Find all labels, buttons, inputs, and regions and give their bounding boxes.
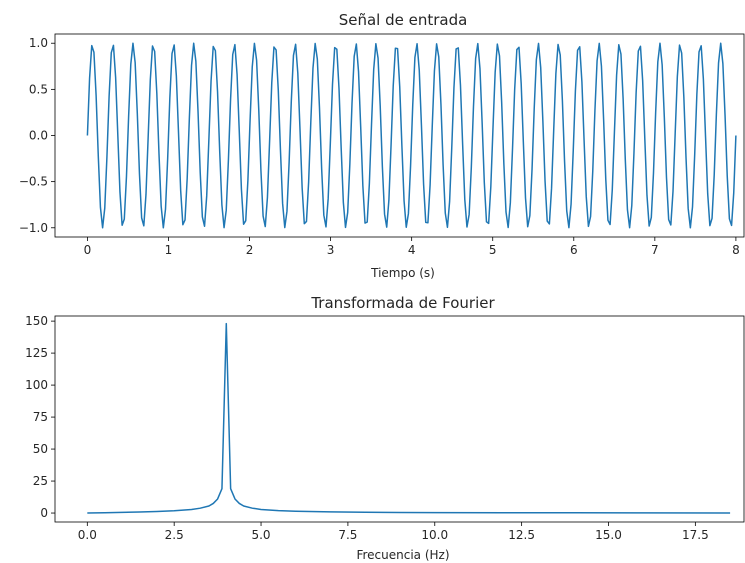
signal-y-tick-label: 1.0 <box>29 36 48 50</box>
fourier-title: Transformada de Fourier <box>310 294 495 312</box>
fourier-y-tick-label: 0 <box>40 506 48 520</box>
signal-plot-area <box>86 42 737 229</box>
fourier-x-axis-label: Frecuencia (Hz) <box>356 548 449 562</box>
signal-x-axis-label: Tiempo (s) <box>370 266 435 280</box>
signal-x-tick-label: 0 <box>84 243 92 257</box>
signal-y-tick-label: 0.0 <box>29 129 48 143</box>
fourier-x-tick-label: 15.0 <box>595 528 622 542</box>
signal-x-ticks: 0 1 2 3 4 5 6 7 8 <box>84 237 740 257</box>
signal-x-tick-label: 1 <box>165 243 173 257</box>
fourier-y-tick-label: 50 <box>33 442 48 456</box>
fourier-x-tick-label: 0.0 <box>78 528 97 542</box>
signal-y-ticks: 1.0 0.5 0.0 −0.5 −1.0 <box>19 36 55 235</box>
fourier-y-tick-label: 75 <box>33 410 48 424</box>
signal-subplot: Señal de entrada 0 1 2 3 4 5 6 7 8 1.0 0.5 0.0 −0.5… <box>19 11 745 280</box>
fourier-x-tick-label: 17.5 <box>682 528 709 542</box>
fourier-x-tick-label: 12.5 <box>508 528 535 542</box>
signal-x-tick-label: 7 <box>651 243 659 257</box>
fourier-x-ticks: 0.0 2.5 5.0 7.5 10.0 12.5 15.0 17.5 <box>78 522 709 542</box>
signal-x-tick-label: 2 <box>246 243 254 257</box>
signal-y-tick-label: 0.5 <box>29 82 48 96</box>
signal-x-tick-label: 8 <box>732 243 740 257</box>
signal-y-tick-label: −0.5 <box>19 175 48 189</box>
fourier-y-tick-label: 100 <box>25 378 48 392</box>
fourier-axes-frame <box>54 315 745 523</box>
fourier-series-line <box>87 322 731 514</box>
fourier-y-tick-label: 25 <box>33 474 48 488</box>
fourier-y-tick-label: 125 <box>25 346 48 360</box>
fourier-subplot: Transformada de Fourier 0.0 2.5 5.0 7.5 10.0… <box>25 294 745 562</box>
signal-x-tick-label: 3 <box>327 243 335 257</box>
signal-x-tick-label: 6 <box>570 243 578 257</box>
signal-x-tick-label: 5 <box>489 243 497 257</box>
fourier-x-tick-label: 5.0 <box>251 528 270 542</box>
signal-title: Señal de entrada <box>339 11 468 29</box>
signal-series-line <box>86 42 737 229</box>
fourier-y-tick-label: 150 <box>25 314 48 328</box>
fourier-x-tick-label: 2.5 <box>165 528 184 542</box>
fourier-x-tick-label: 7.5 <box>338 528 357 542</box>
fourier-plot-area <box>87 322 731 514</box>
signal-x-tick-label: 4 <box>408 243 416 257</box>
signal-axes-frame <box>54 33 745 238</box>
fourier-x-tick-label: 10.0 <box>421 528 448 542</box>
fourier-y-ticks: 0 25 50 75 100 125 150 <box>25 314 55 520</box>
signal-y-tick-label: −1.0 <box>19 221 48 235</box>
